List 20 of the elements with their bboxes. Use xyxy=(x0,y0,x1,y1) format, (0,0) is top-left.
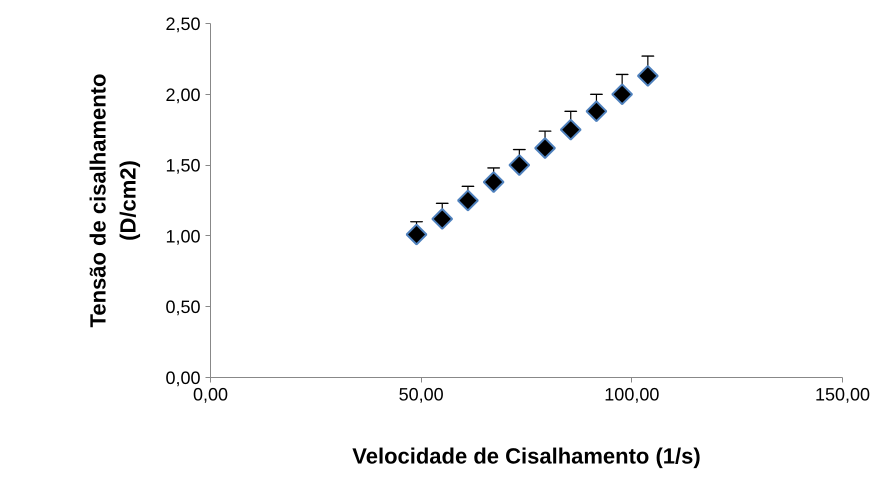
y-tick-label: 2,50 xyxy=(165,14,201,34)
y-tick-label: 1,00 xyxy=(165,226,201,246)
x-tick-label: 50,00 xyxy=(398,384,444,404)
point xyxy=(508,154,530,176)
point xyxy=(457,190,479,212)
x-tick-label: 150,00 xyxy=(814,384,870,404)
y-tick-label: 0,50 xyxy=(165,297,201,318)
x-tick-label: 100,00 xyxy=(604,384,660,404)
point xyxy=(534,137,556,160)
point xyxy=(636,64,659,87)
y-axis-title: Tensão de cisalhamento (D/cm2) xyxy=(85,74,140,328)
point xyxy=(611,83,634,106)
point xyxy=(431,208,454,230)
point xyxy=(560,118,582,141)
point xyxy=(586,100,608,122)
point xyxy=(406,224,428,246)
point xyxy=(482,171,505,193)
y-tick-label: 2,00 xyxy=(165,84,201,105)
y-tick-label: 1,50 xyxy=(165,156,201,176)
x-axis-title: Velocidade de Cisalhamento (1/s) xyxy=(352,444,701,468)
